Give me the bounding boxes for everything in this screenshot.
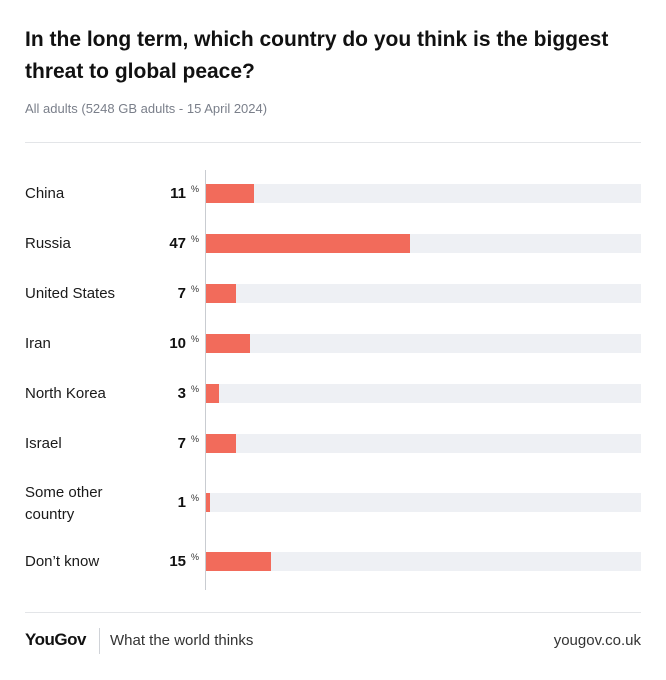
top-divider: [25, 142, 641, 143]
bar-track: [206, 384, 641, 403]
category-label: United States: [25, 285, 116, 302]
category-label: Israel: [25, 435, 62, 452]
bar-row: Russia 47%: [0, 234, 666, 274]
category-label: North Korea: [25, 385, 106, 402]
bar-row: Iran 10%: [0, 334, 666, 374]
footer-tagline: What the world thinks: [110, 632, 254, 649]
bar-track: [206, 184, 641, 203]
percent-unit-label: %: [191, 493, 200, 503]
category-label: Iran: [25, 335, 51, 352]
bar-row: Don’t know 15%: [0, 552, 666, 592]
bar-track: [206, 234, 641, 253]
bar-row: United States 7%: [0, 284, 666, 324]
value-label: 47: [169, 235, 186, 252]
chart-title: In the long term, which country do you t…: [25, 28, 609, 83]
category-label: Don’t know: [25, 553, 100, 570]
bar: [206, 334, 250, 353]
value-label: 3: [177, 385, 186, 402]
percent-unit-label: %: [191, 284, 200, 294]
bar-track: [206, 334, 641, 353]
bar-row: China 11%: [0, 184, 666, 224]
bottom-divider: [25, 612, 641, 613]
value-label: 10: [169, 335, 186, 352]
value-label: 15: [169, 553, 186, 570]
chart-axis-line: [205, 170, 206, 590]
bar-track: [206, 434, 641, 453]
yougov-logo[interactable]: YouGov: [25, 630, 86, 649]
category-label: Some other country: [25, 484, 103, 523]
value-label: 11: [170, 185, 186, 202]
footer-separator: [99, 628, 100, 654]
bar-track: [206, 493, 641, 512]
value-label: 7: [177, 435, 186, 452]
bar-track: [206, 284, 641, 303]
bar: [206, 284, 236, 303]
bar: [206, 434, 236, 453]
category-label: China: [25, 185, 65, 202]
bar: [206, 552, 271, 571]
bar: [206, 234, 410, 253]
value-label: 7: [177, 285, 186, 302]
bar-row: Some other country 1%: [0, 484, 666, 524]
percent-unit-label: %: [191, 184, 200, 194]
value-label: 1: [177, 494, 186, 511]
percent-unit-label: %: [191, 234, 200, 244]
bar-track: [206, 552, 641, 571]
bar: [206, 184, 254, 203]
percent-unit-label: %: [191, 334, 200, 344]
percent-unit-label: %: [191, 434, 200, 444]
bar-row: Israel 7%: [0, 434, 666, 474]
bar: [206, 384, 219, 403]
category-label: Russia: [25, 235, 71, 252]
bar: [206, 493, 210, 512]
percent-unit-label: %: [191, 552, 200, 562]
bar-row: North Korea 3%: [0, 384, 666, 424]
footer-url-link[interactable]: yougov.co.uk: [553, 632, 641, 649]
percent-unit-label: %: [191, 384, 200, 394]
chart-subtitle: All adults (5248 GB adults - 15 April 20…: [25, 101, 268, 116]
